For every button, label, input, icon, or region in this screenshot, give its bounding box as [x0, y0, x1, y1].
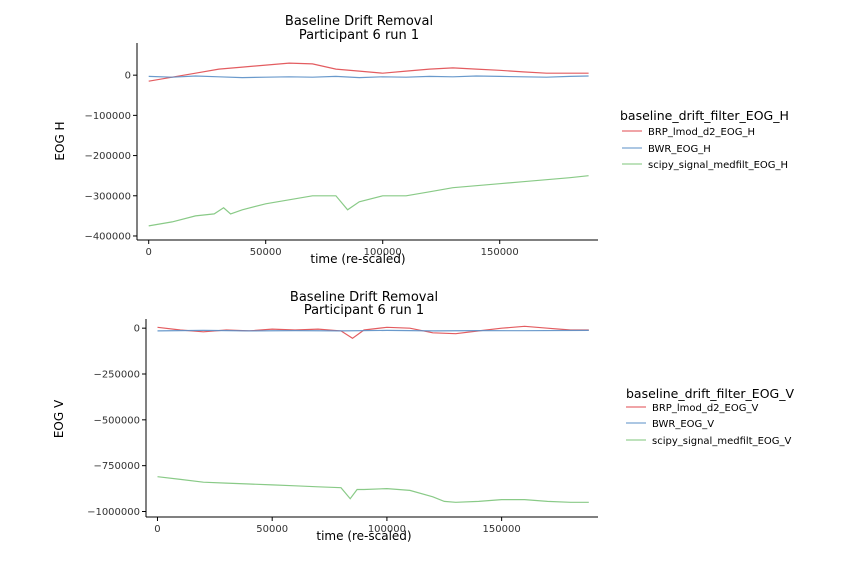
legend: baseline_drift_filter_EOG_H BRP_lmod_d2_… — [620, 108, 789, 171]
x-tick-label: 100000 — [368, 524, 406, 535]
chart-title: Baseline Drift Removal — [285, 14, 433, 29]
plot-area — [157, 325, 589, 503]
y-tick-label: −100000 — [84, 111, 131, 122]
legend-entry: BWR_EOG_H — [648, 144, 711, 155]
y-tick-label: −200000 — [84, 151, 131, 162]
legend-entry: BRP_lmod_d2_EOG_V — [652, 403, 758, 414]
x-axis-ticks: 0 50000 100000 150000 — [146, 240, 519, 258]
plot-area — [148, 62, 589, 227]
legend-entry: BWR_EOG_V — [652, 419, 714, 430]
x-tick-label: 50000 — [250, 247, 282, 258]
y-tick-label: −1000000 — [87, 507, 140, 518]
x-tick-label: 150000 — [483, 524, 521, 535]
x-tick-label: 0 — [146, 247, 152, 258]
y-tick-label: −400000 — [84, 231, 131, 242]
series-line-bwr-eog-h — [148, 75, 589, 79]
x-tick-label: 100000 — [364, 247, 402, 258]
chart-subtitle: Participant 6 run 1 — [304, 303, 424, 318]
x-tick-label: 50000 — [256, 524, 288, 535]
x-axis-label: time (re-scaled) — [310, 252, 405, 266]
legend-entry: BRP_lmod_d2_EOG_H — [648, 127, 755, 138]
chart-subtitle: Participant 6 run 1 — [299, 28, 419, 43]
y-axis-ticks: 0 −250000 −500000 −750000 −1000000 — [87, 324, 146, 518]
legend: baseline_drift_filter_EOG_V BRP_lmod_d2_… — [626, 386, 794, 447]
x-tick-label: 150000 — [481, 247, 519, 258]
chart-panel-eog-v: Baseline Drift Removal Participant 6 run… — [52, 290, 794, 543]
chart-title: Baseline Drift Removal — [290, 290, 438, 305]
legend-title: baseline_drift_filter_EOG_H — [620, 108, 789, 123]
y-axis-ticks: 0 −100000 −200000 −300000 −400000 — [84, 71, 137, 242]
y-tick-label: −250000 — [93, 370, 140, 381]
y-tick-label: 0 — [125, 71, 131, 82]
series-line-brp-lmod-d2-eog-v — [157, 325, 589, 340]
y-tick-label: −300000 — [84, 191, 131, 202]
legend-entry: scipy_signal_medfilt_EOG_H — [648, 160, 788, 171]
y-axis-label: EOG H — [53, 121, 67, 160]
legend-entry: scipy_signal_medfilt_EOG_V — [652, 436, 792, 447]
x-axis-ticks: 0 50000 100000 150000 — [154, 517, 521, 535]
x-axis-label: time (re-scaled) — [316, 529, 411, 543]
series-line-scipy-signal-medfilt-eog-h — [148, 175, 589, 227]
y-tick-label: 0 — [134, 324, 140, 335]
x-tick-label: 0 — [154, 524, 160, 535]
series-line-scipy-signal-medfilt-eog-v — [157, 476, 589, 503]
legend-title: baseline_drift_filter_EOG_V — [626, 386, 794, 401]
series-line-brp-lmod-d2-eog-h — [148, 62, 589, 82]
series-line-bwr-eog-v — [157, 329, 589, 332]
y-tick-label: −500000 — [93, 415, 140, 426]
y-tick-label: −750000 — [93, 461, 140, 472]
y-axis-label: EOG V — [52, 399, 66, 438]
chart-panel-eog-h: Baseline Drift Removal Participant 6 run… — [53, 14, 789, 266]
